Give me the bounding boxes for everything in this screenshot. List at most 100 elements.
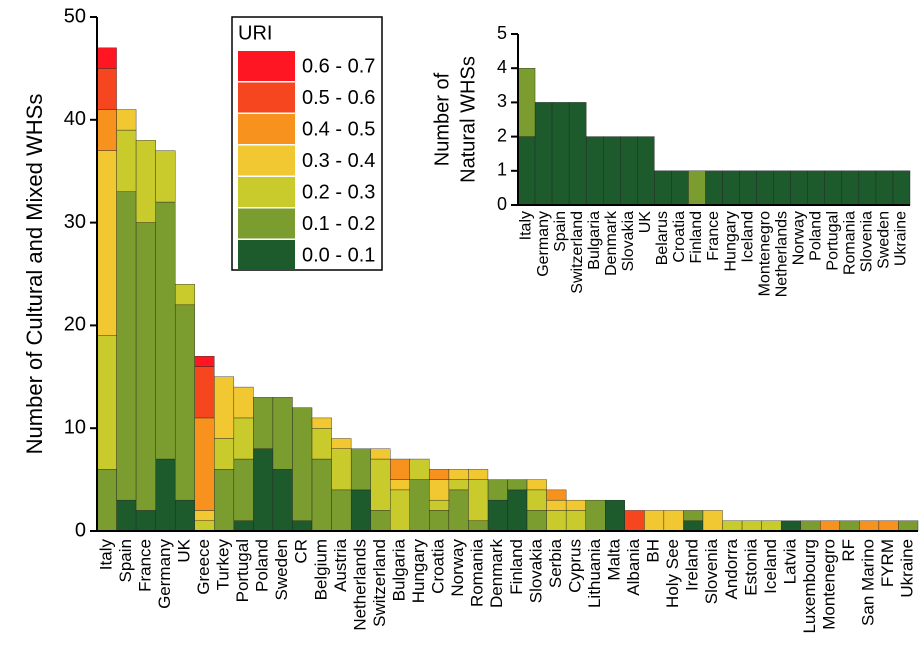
- x-tick-label: Portugal: [233, 539, 252, 602]
- x-tick-label: Turkey: [214, 539, 233, 591]
- bar-segment: [780, 520, 801, 532]
- bar-segment: [194, 417, 215, 511]
- bar-segment: [487, 479, 508, 501]
- bar-segment: [756, 170, 774, 206]
- bar-segment: [96, 150, 117, 336]
- bar-segment: [214, 438, 235, 470]
- bar-segment: [96, 469, 117, 532]
- bar-segment: [688, 170, 706, 206]
- x-tick-label: Montenegro: [756, 211, 773, 296]
- bar-segment: [96, 47, 117, 69]
- legend-swatch: [238, 208, 295, 239]
- x-tick-label: Slovenia: [702, 538, 721, 604]
- bar-segment: [568, 102, 587, 206]
- bar-segment: [370, 510, 391, 532]
- bar-segment: [507, 489, 528, 532]
- bar-segment: [620, 136, 638, 206]
- bar-segment: [551, 102, 570, 206]
- y-axis-label: Number of Cultural and Mixed WHSs: [22, 94, 47, 455]
- x-tick-label: UK: [174, 538, 193, 562]
- bar-segment: [116, 129, 137, 192]
- x-tick-label: Netherlands: [773, 211, 790, 297]
- x-tick-label: France: [705, 211, 722, 261]
- bar-segment: [507, 479, 528, 491]
- bar-segment: [468, 479, 489, 521]
- x-tick-label: Malta: [604, 538, 623, 580]
- legend-title: URI: [238, 22, 272, 44]
- bar-segment: [892, 170, 911, 206]
- x-tick-label: Slovakia: [526, 538, 545, 603]
- bar-segment: [534, 102, 553, 206]
- bar-segment: [311, 458, 332, 532]
- bar-segment: [233, 458, 254, 521]
- bar-segment: [135, 222, 156, 511]
- bar-segment: [116, 191, 137, 501]
- bar-segment: [292, 407, 313, 521]
- bar-segment: [671, 170, 689, 206]
- bar-segment: [546, 510, 567, 532]
- x-tick-label: Germany: [535, 211, 552, 277]
- bar-segment: [585, 136, 604, 206]
- x-tick-label: Serbia: [546, 538, 565, 588]
- y-tick-label: 0: [497, 194, 507, 214]
- legend-label: 0.3 - 0.4: [302, 150, 375, 172]
- bar-segment: [824, 170, 843, 206]
- x-tick-label: Sweden: [876, 211, 893, 269]
- bar-segment: [116, 109, 137, 131]
- x-tick-label: Croatia: [429, 538, 448, 593]
- bar-segment: [875, 170, 894, 206]
- bar-segment: [683, 520, 704, 532]
- x-tick-label: Cyprus: [565, 539, 584, 593]
- legend-label: 0.2 - 0.3: [302, 181, 375, 203]
- x-tick-label: Netherlands: [350, 539, 369, 631]
- bar-segment: [96, 109, 117, 151]
- bar-segment: [790, 170, 808, 206]
- x-tick-label: Germany: [155, 539, 174, 609]
- x-tick-label: Spain: [116, 539, 135, 582]
- bar-segment: [820, 520, 841, 532]
- bar-segment: [390, 458, 410, 480]
- bar-segment: [194, 510, 215, 521]
- y-tick-label: 30: [64, 211, 86, 233]
- x-tick-label: Latvia: [780, 538, 799, 584]
- bar-segment: [370, 448, 391, 460]
- bar-segment: [429, 479, 450, 501]
- bar-segment: [272, 469, 293, 532]
- x-tick-label: Romania: [842, 211, 859, 275]
- x-tick-label: Slovakia: [620, 211, 637, 272]
- bar-segment: [585, 499, 606, 532]
- y-tick-label: 3: [497, 91, 507, 111]
- bar-segment: [644, 510, 665, 532]
- x-tick-label: Denmark: [603, 210, 620, 276]
- x-tick-label: Bulgaria: [389, 538, 408, 601]
- x-tick-label: Spain: [552, 211, 569, 252]
- legend-swatch: [238, 177, 295, 207]
- bar-segment: [174, 499, 195, 532]
- bar-segment: [135, 510, 156, 532]
- x-tick-label: Iceland: [761, 539, 780, 594]
- bar-segment: [841, 170, 860, 206]
- legend-label: 0.4 - 0.5: [302, 118, 375, 140]
- x-tick-label: Sweden: [272, 539, 291, 600]
- legend-swatch: [238, 82, 295, 113]
- x-tick-label: Lithuania: [585, 538, 604, 608]
- x-tick-label: Switzerland: [569, 211, 586, 294]
- bar-segment: [705, 170, 723, 206]
- bar-segment: [370, 458, 391, 511]
- y-tick-label: 2: [497, 125, 507, 145]
- x-tick-label: Bulgaria: [586, 211, 603, 270]
- bar-segment: [390, 489, 410, 532]
- bar-segment: [683, 510, 704, 521]
- bar-segment: [429, 469, 450, 480]
- bar-segment: [135, 140, 156, 223]
- y-axis-label: Natural WHSs: [457, 56, 479, 183]
- bar-segment: [155, 150, 176, 203]
- bar-segment: [546, 499, 567, 511]
- bar-segment: [390, 479, 410, 491]
- x-tick-label: Hungary: [409, 539, 428, 604]
- bar-segment: [96, 335, 117, 470]
- bar-segment: [637, 136, 655, 206]
- bar-segment: [194, 520, 215, 532]
- bar-segment: [448, 479, 469, 491]
